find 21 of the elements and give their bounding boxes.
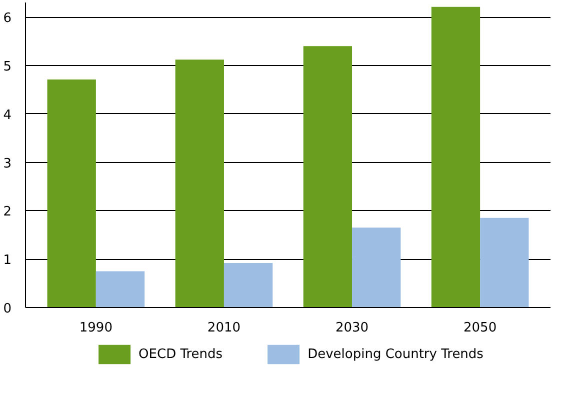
bar xyxy=(352,228,401,308)
legend-label: Developing Country Trends xyxy=(308,346,484,362)
x-tick-label: 1990 xyxy=(79,320,112,336)
bar xyxy=(431,6,480,308)
x-tick-label: 2010 xyxy=(207,320,241,336)
y-tick-label: 3 xyxy=(3,156,12,172)
bar xyxy=(96,271,145,308)
x-tick-label: 2030 xyxy=(335,320,369,336)
y-tick-label: 1 xyxy=(3,253,12,268)
bar xyxy=(303,46,352,308)
bar xyxy=(224,262,273,308)
bar xyxy=(175,60,224,308)
y-tick-label: 4 xyxy=(3,108,12,123)
y-tick-label: 5 xyxy=(3,59,12,74)
y-tick-label: 0 xyxy=(3,302,12,316)
y-tick-label: 6 xyxy=(3,11,12,26)
x-tick-label: 2050 xyxy=(464,320,497,336)
y-tick-label: 2 xyxy=(3,204,12,220)
legend-label: OECD Trends xyxy=(138,346,223,362)
bar xyxy=(480,218,529,308)
bar xyxy=(47,79,96,308)
